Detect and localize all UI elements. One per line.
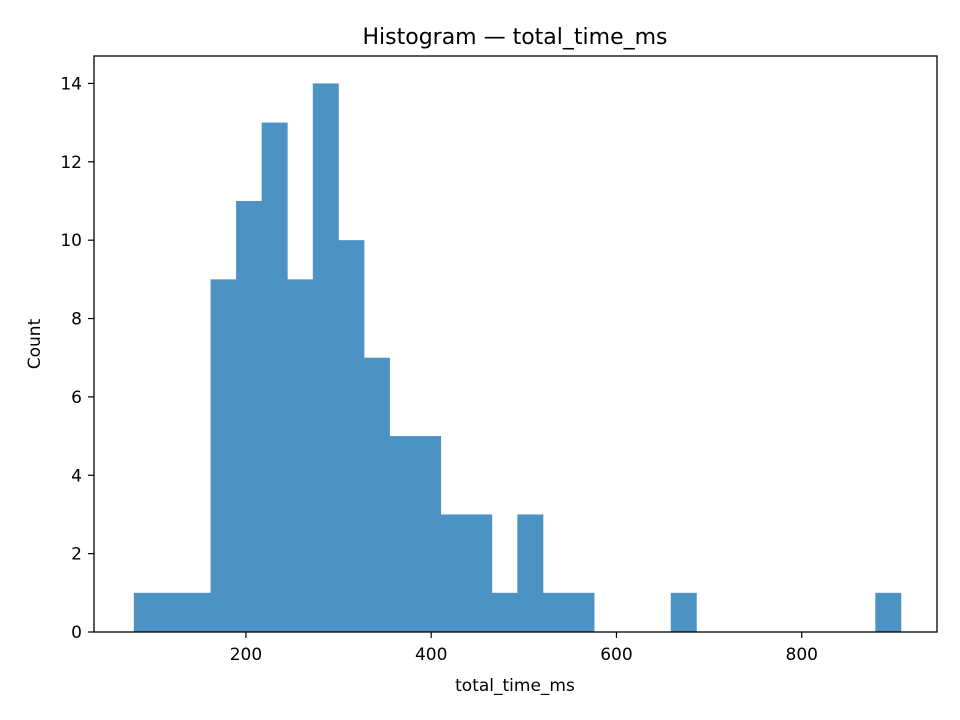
histogram-bar: [159, 592, 186, 632]
y-tick-label: 6: [71, 388, 82, 408]
x-tick-label: 200: [230, 645, 262, 665]
histogram-bar: [133, 592, 160, 632]
x-tick-label: 400: [415, 645, 447, 665]
histogram-bar: [517, 514, 544, 632]
histogram-bar: [312, 83, 339, 632]
histogram-bar: [184, 592, 211, 632]
chart-title: Histogram — total_time_ms: [362, 25, 667, 50]
histogram-bar: [287, 279, 314, 632]
y-tick-label: 10: [60, 231, 82, 251]
bar-group: [133, 83, 902, 632]
y-tick-label: 12: [60, 153, 82, 173]
y-tick-label: 8: [71, 310, 82, 330]
histogram-bar: [491, 592, 518, 632]
histogram-bar: [568, 592, 595, 632]
x-tick-label: 600: [600, 645, 632, 665]
y-axis-label: Count: [25, 318, 45, 369]
x-axis-label: total_time_ms: [455, 676, 575, 696]
histogram-bar: [542, 592, 569, 632]
y-tick-label: 0: [71, 623, 82, 643]
histogram-bar: [875, 592, 902, 632]
y-axis-ticks: 0 2 4 6 8 10 12 14: [60, 74, 94, 643]
y-tick-label: 14: [60, 74, 82, 94]
histogram-bar: [261, 122, 288, 632]
histogram-bar: [466, 514, 493, 632]
histogram-bar: [440, 514, 467, 632]
histogram-bar: [389, 436, 416, 632]
y-tick-label: 2: [71, 545, 82, 565]
histogram-bar: [415, 436, 442, 632]
histogram-bar: [670, 592, 697, 632]
histogram-bar: [236, 200, 263, 632]
plot-frame: [93, 55, 938, 633]
histogram-bar: [363, 357, 390, 632]
histogram-bar: [338, 240, 365, 632]
x-tick-label: 800: [786, 645, 818, 665]
histogram-bar: [210, 279, 237, 632]
x-axis-ticks: 200 400 600 800: [230, 632, 818, 665]
y-tick-label: 4: [71, 466, 82, 486]
